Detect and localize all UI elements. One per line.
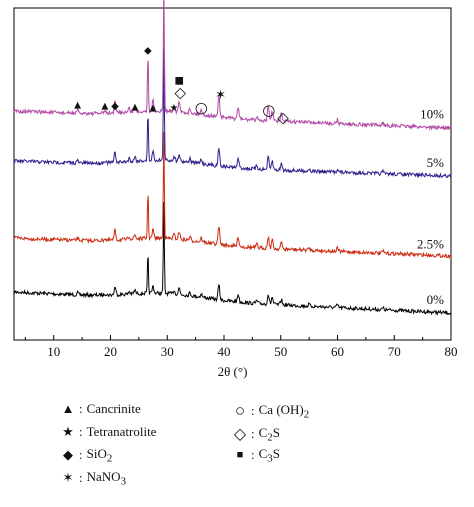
legend-item-sio2: ◆ : SiO2 bbox=[60, 446, 112, 465]
series-group: 0% 2.5% 5% 10% bbox=[13, 0, 452, 316]
c3s-marker: ■ bbox=[174, 75, 183, 86]
sio2-marker: ◆ bbox=[144, 46, 152, 57]
legend-label: Ca (OH)2 bbox=[258, 401, 310, 421]
x-tick-label: 80 bbox=[445, 344, 458, 359]
legend-item-tetranatrolite: ★ : Tetranatrolite bbox=[60, 424, 156, 440]
x-tick-label: 60 bbox=[331, 344, 344, 359]
marker-group: ▲▲◆▲◆▲✶★■◇○✶○◇ bbox=[74, 46, 289, 127]
legend-item-caoh2: ○ : Ca (OH)2 bbox=[232, 401, 309, 421]
cancrinite-marker: ▲ bbox=[74, 101, 81, 111]
legend-label: C2S bbox=[258, 424, 280, 444]
plot-frame bbox=[13, 7, 452, 341]
x-axis-label: 2θ (°) bbox=[218, 364, 248, 379]
series-line-0 bbox=[13, 202, 452, 316]
cancrinite-marker: ▲ bbox=[101, 102, 108, 112]
tetranatrolite-marker: ★ bbox=[170, 103, 179, 114]
c2s-marker: ◇ bbox=[175, 84, 187, 102]
circle-icon: ○ bbox=[234, 401, 246, 420]
diamond-icon: ◆ bbox=[63, 447, 73, 463]
x-tick-label: 40 bbox=[218, 344, 231, 359]
series-label: 10% bbox=[420, 106, 444, 121]
series-line-3 bbox=[13, 0, 452, 131]
six-point-star-icon: ✶ bbox=[62, 470, 74, 486]
triangle-icon: ▲ bbox=[61, 401, 75, 416]
series-label: 5% bbox=[427, 155, 445, 170]
legend-item-c3s: ■ : C3S bbox=[232, 446, 280, 465]
legend-colon: : bbox=[251, 426, 255, 441]
nano3-marker: ✶ bbox=[215, 88, 226, 103]
legend-label: Cancrinite bbox=[86, 401, 141, 416]
legend-colon: : bbox=[79, 424, 83, 439]
star-icon: ★ bbox=[62, 424, 74, 439]
legend-label: Tetranatrolite bbox=[86, 424, 157, 439]
cancrinite-marker: ▲ bbox=[150, 103, 157, 113]
legend-label: NaNO3 bbox=[86, 469, 126, 488]
legend-colon: : bbox=[251, 403, 255, 418]
legend-colon: : bbox=[79, 401, 83, 416]
legend-colon: : bbox=[251, 447, 255, 463]
series-line-1 bbox=[13, 131, 452, 260]
series-label: 0% bbox=[427, 292, 445, 307]
x-tick-label: 50 bbox=[274, 344, 287, 359]
plot-frame-group bbox=[13, 7, 452, 341]
caoh2-marker: ○ bbox=[195, 98, 208, 116]
legend-colon: : bbox=[79, 447, 83, 463]
legend-label: C3S bbox=[258, 446, 280, 465]
x-tick-label: 20 bbox=[104, 344, 117, 359]
series-line-2 bbox=[13, 47, 452, 179]
hollow-diamond-icon: ◇ bbox=[233, 426, 247, 443]
x-tick-label: 30 bbox=[161, 344, 174, 359]
sio2-marker: ◆ bbox=[111, 101, 119, 112]
caoh2-marker: ○ bbox=[262, 101, 275, 119]
legend-item-nano3: ✶ : NaNO3 bbox=[60, 469, 126, 488]
axis-group: 10 20 30 40 50 60 70 80 2θ (°) bbox=[24, 335, 458, 379]
legend-item-c2s: ◇ : C2S bbox=[232, 424, 280, 444]
x-tick-label: 70 bbox=[388, 344, 401, 359]
xrd-chart: 0%2.5%5%10% ▲▲◆▲◆▲✶★■◇○✶○◇ 1020304050607… bbox=[13, 0, 458, 379]
square-icon: ■ bbox=[236, 449, 244, 462]
c2s-marker: ◇ bbox=[277, 109, 289, 127]
series-label: 2.5% bbox=[417, 237, 444, 252]
legend-item-cancrinite: ▲ : Cancrinite bbox=[60, 401, 141, 417]
legend-colon: : bbox=[79, 470, 83, 486]
x-tick-label: 10 bbox=[47, 344, 60, 359]
cancrinite-marker: ▲ bbox=[131, 103, 138, 113]
legend-label: SiO2 bbox=[86, 446, 113, 465]
